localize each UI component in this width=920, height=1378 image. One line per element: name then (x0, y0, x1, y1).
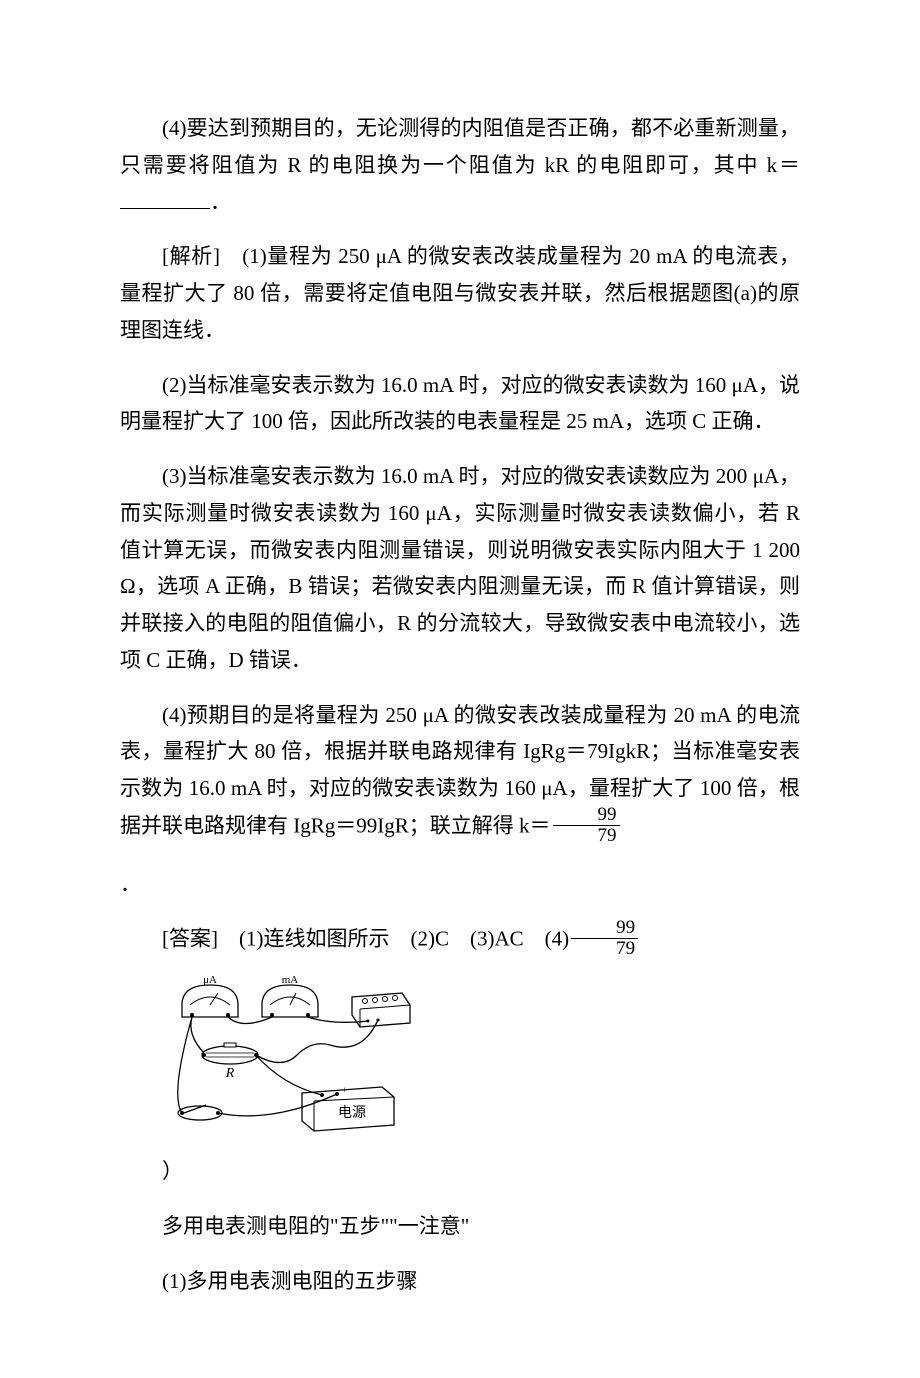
step-1: (1)多用电表测电阻的五步骤 (120, 1263, 800, 1300)
answer-text-a: (1)连线如图所示 (2)C (3)AC (4) (239, 927, 569, 951)
analysis-2: (2)当标准毫安表示数为 16.0 mA 时，对应的微安表读数为 160 μA，… (120, 367, 800, 441)
q4-text-b: ． (210, 190, 231, 214)
fraction-k-2: 9979 (571, 918, 638, 959)
q4-text-a: (4)要达到预期目的，无论测得的内阻值是否正确，都不必重新测量，只需要将阻值为 … (120, 116, 800, 177)
fill-blank-k (120, 184, 210, 208)
answer-line: [答案] (1)连线如图所示 (2)C (3)AC (4)9979 (120, 920, 800, 961)
analysis-label: [解析] (162, 244, 242, 268)
battery-minus-icon: − (327, 1086, 332, 1096)
analysis-2-text: (2)当标准毫安表示数为 16.0 mA 时，对应的微安表读数为 160 μA，… (120, 373, 800, 434)
question-4: (4)要达到预期目的，无论测得的内阻值是否正确，都不必重新测量，只需要将阻值为 … (120, 110, 800, 220)
fraction-k-2-num: 99 (571, 918, 638, 939)
microammeter-icon: μA (182, 975, 238, 1017)
milliammeter-icon: mA (262, 975, 318, 1017)
battery-label: 电源 (338, 1105, 366, 1121)
analysis-4-tail: ． (120, 866, 800, 903)
sliding-resistor-icon: R (202, 1043, 258, 1081)
switch-icon (178, 1105, 222, 1120)
answer-label: [答案] (162, 927, 239, 951)
circuit-figure: μA mA (162, 975, 800, 1145)
subtitle: 多用电表测电阻的"五步""一注意" (120, 1208, 800, 1245)
circuit-svg: μA mA (162, 975, 422, 1145)
analysis-3: (3)当标准毫安表示数为 16.0 mA 时，对应的微安表读数应为 200 μA… (120, 458, 800, 679)
fraction-k-1-den: 79 (553, 826, 620, 846)
battery-icon: − + 电源 (302, 1085, 394, 1131)
resistor-label: R (225, 1066, 235, 1081)
close-paren-text: ） (162, 1159, 183, 1183)
analysis-4: (4)预期目的是将量程为 250 μA 的微安表改装成量程为 20 mA 的电流… (120, 697, 800, 848)
microammeter-label: μA (203, 975, 217, 986)
battery-plus-icon: + (342, 1085, 347, 1095)
subtitle-text: 多用电表测电阻的"五步""一注意" (162, 1214, 469, 1238)
analysis-4-text-b: ． (120, 872, 141, 896)
step-1-text: (1)多用电表测电阻的五步骤 (162, 1269, 418, 1293)
page-content: (4)要达到预期目的，无论测得的内阻值是否正确，都不必重新测量，只需要将阻值为 … (0, 0, 920, 1378)
analysis-4-text-a: (4)预期目的是将量程为 250 μA 的微安表改装成量程为 20 mA 的电流… (120, 703, 800, 838)
fraction-k-2-den: 79 (571, 939, 638, 959)
milliammeter-label: mA (282, 975, 299, 986)
analysis-3-text: (3)当标准毫安表示数为 16.0 mA 时，对应的微安表读数应为 200 μA… (120, 464, 800, 672)
analysis-1: [解析] (1)量程为 250 μA 的微安表改装成量程为 20 mA 的电流表… (120, 238, 800, 348)
fraction-k-1: 9979 (553, 805, 620, 846)
close-paren: ） (120, 1153, 800, 1190)
fraction-k-1-num: 99 (553, 805, 620, 826)
